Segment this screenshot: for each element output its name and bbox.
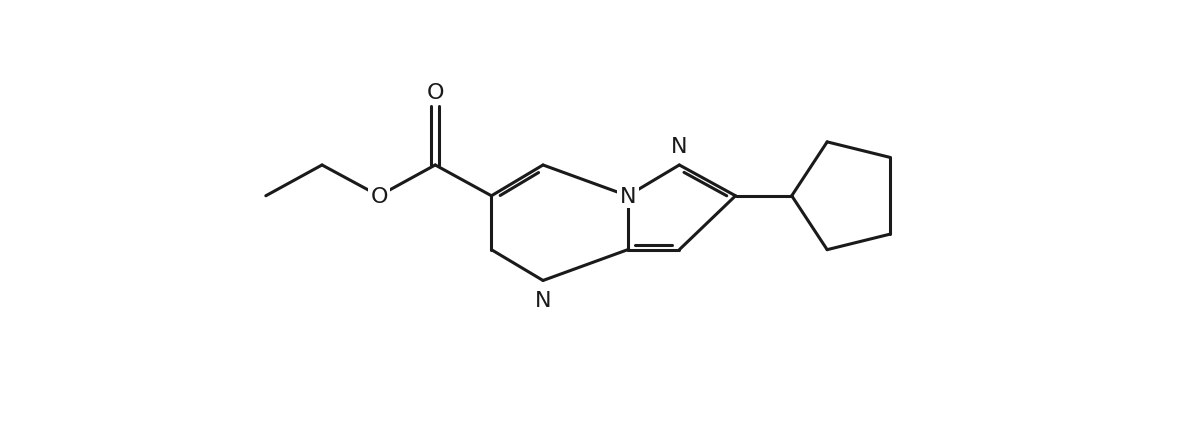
Text: N: N xyxy=(671,136,687,156)
Text: N: N xyxy=(535,290,552,310)
Text: O: O xyxy=(427,83,444,103)
Text: O: O xyxy=(370,186,388,206)
Text: N: N xyxy=(619,186,635,206)
